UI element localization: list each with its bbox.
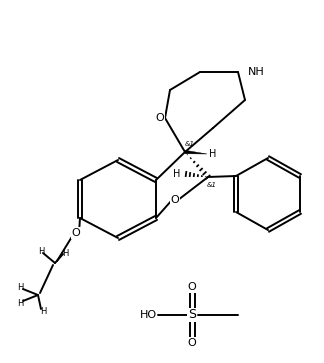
Text: &1: &1	[207, 182, 217, 188]
Text: H: H	[40, 306, 46, 315]
Text: HO: HO	[139, 310, 156, 320]
Text: H: H	[17, 298, 23, 307]
Text: O: O	[188, 338, 196, 348]
Text: H: H	[209, 149, 217, 159]
Text: O: O	[156, 113, 164, 123]
Text: &1: &1	[185, 141, 195, 147]
Text: O: O	[188, 282, 196, 292]
Text: NH: NH	[248, 67, 265, 77]
Text: H: H	[38, 246, 44, 256]
Polygon shape	[185, 150, 207, 154]
Text: S: S	[188, 309, 196, 322]
Text: O: O	[72, 228, 80, 238]
Text: H: H	[17, 282, 23, 291]
Text: H: H	[173, 169, 180, 179]
Text: O: O	[171, 195, 179, 205]
Text: H: H	[62, 249, 68, 257]
